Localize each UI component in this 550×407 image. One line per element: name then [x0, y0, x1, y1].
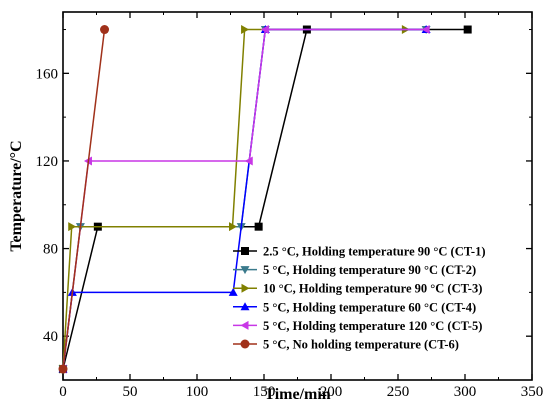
legend-marker	[241, 247, 249, 255]
y-tick-label: 40	[43, 329, 58, 345]
x-tick-label: 0	[59, 384, 67, 400]
data-point	[229, 222, 238, 232]
legend-item-ct-3: 10 °C, Holding temperature 90 °C (CT-3)	[233, 282, 482, 296]
x-tick-label: 250	[387, 384, 410, 400]
legend: 2.5 °C, Holding temperature 90 °C (CT-1)…	[233, 245, 486, 352]
legend-label: 5 °C, No holding temperature (CT-6)	[263, 338, 459, 352]
data-point	[100, 25, 110, 35]
x-axis-title: Time/min	[264, 386, 330, 403]
y-tick-label: 80	[43, 242, 58, 258]
legend-marker	[240, 266, 250, 275]
data-point	[254, 222, 263, 231]
y-tick-label: 120	[36, 154, 59, 170]
y-tick-label: 160	[36, 66, 59, 82]
legend-item-ct-5: 5 °C, Holding temperature 120 °C (CT-5)	[233, 319, 482, 333]
legend-item-ct-6: 5 °C, No holding temperature (CT-6)	[233, 338, 459, 352]
series-lines	[58, 25, 472, 374]
data-point	[244, 156, 253, 166]
x-tick-label: 200	[320, 384, 343, 400]
legend-marker	[241, 283, 250, 293]
x-tick-label: 350	[521, 384, 544, 400]
series-ct-6	[58, 25, 110, 374]
data-point	[58, 364, 68, 374]
series-line	[62, 29, 106, 370]
x-tick-label: 300	[454, 384, 477, 400]
data-point	[228, 287, 238, 296]
data-point	[68, 222, 77, 232]
axes: 0 50 100 150 200 250 300 350 40 80 120 160	[36, 11, 544, 400]
legend-marker	[240, 320, 249, 330]
y-axis-title: Temperature/°C	[8, 140, 25, 251]
x-tick-label: 100	[186, 384, 209, 400]
legend-label: 2.5 °C, Holding temperature 90 °C (CT-1)	[263, 245, 486, 259]
x-tick-label: 50	[123, 384, 138, 400]
legend-label: 5 °C, Holding temperature 90 °C (CT-2)	[263, 263, 476, 277]
legend-label: 10 °C, Holding temperature 90 °C (CT-3)	[263, 282, 482, 296]
data-point	[421, 25, 430, 35]
legend-item-ct-2: 5 °C, Holding temperature 90 °C (CT-2)	[233, 263, 476, 277]
data-point	[260, 25, 269, 35]
legend-marker	[240, 302, 250, 311]
legend-label: 5 °C, Holding temperature 60 °C (CT-4)	[263, 300, 476, 314]
data-point	[241, 25, 250, 35]
data-point	[463, 25, 472, 34]
legend-marker	[240, 339, 250, 349]
legend-label: 5 °C, Holding temperature 120 °C (CT-5)	[263, 319, 482, 333]
legend-item-ct-4: 5 °C, Holding temperature 60 °C (CT-4)	[233, 300, 476, 314]
legend-item-ct-1: 2.5 °C, Holding temperature 90 °C (CT-1)	[233, 245, 486, 259]
x-tick-label: 150	[253, 384, 276, 400]
